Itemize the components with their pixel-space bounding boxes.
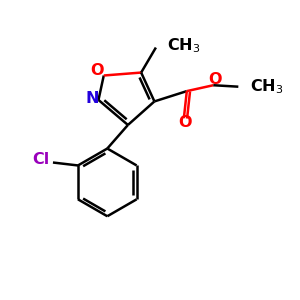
- Text: O: O: [208, 72, 221, 87]
- Text: CH$_3$: CH$_3$: [167, 37, 200, 56]
- Text: CH$_3$: CH$_3$: [250, 77, 283, 96]
- Text: O: O: [91, 63, 104, 78]
- Text: O: O: [178, 115, 192, 130]
- Text: N: N: [85, 91, 99, 106]
- Text: Cl: Cl: [32, 152, 50, 167]
